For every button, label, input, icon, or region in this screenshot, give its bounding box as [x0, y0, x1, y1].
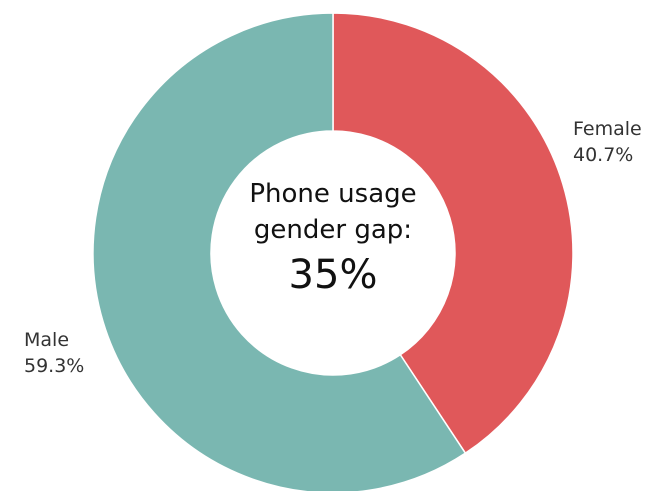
- slice-female: [332, 12, 574, 455]
- slice-male: [92, 12, 467, 491]
- slice-label-male-value: 59.3%: [24, 355, 85, 377]
- center-gap-value: 35%: [288, 252, 378, 298]
- slice-label-female-name: Female: [573, 118, 642, 140]
- slice-label-female: Female 40.7%: [573, 116, 642, 168]
- center-text-line1: Phone usage: [249, 179, 417, 209]
- slice-label-female-value: 40.7%: [573, 144, 634, 166]
- slice-label-male-name: Male: [24, 329, 70, 351]
- donut-center-text: Phone usage gender gap: 35%: [213, 176, 453, 300]
- slice-label-male: Male 59.3%: [24, 327, 84, 379]
- center-text-line2: gender gap:: [253, 215, 413, 245]
- donut-slices: [92, 12, 574, 491]
